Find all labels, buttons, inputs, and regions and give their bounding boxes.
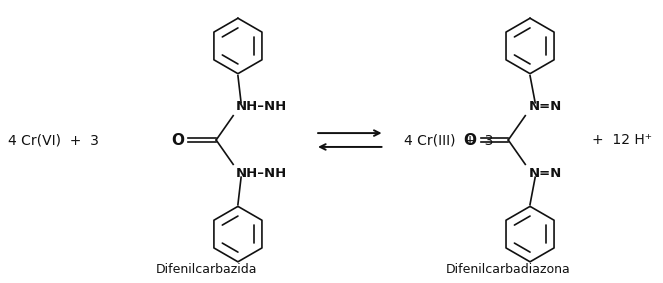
Text: O: O: [172, 132, 184, 147]
Text: Difenilcarbazida: Difenilcarbazida: [156, 263, 257, 276]
Text: +  12 H⁺: + 12 H⁺: [592, 133, 652, 147]
Text: N=N: N=N: [528, 167, 562, 180]
Text: O: O: [463, 132, 477, 147]
Text: NH–NH: NH–NH: [236, 167, 287, 180]
Text: NH–NH: NH–NH: [236, 100, 287, 113]
Text: N=N: N=N: [528, 100, 562, 113]
Text: Difenilcarbadiazona: Difenilcarbadiazona: [446, 263, 571, 276]
Text: 4 Cr(VI)  +  3: 4 Cr(VI) + 3: [8, 133, 99, 147]
Text: 4 Cr(III)  +  3: 4 Cr(III) + 3: [404, 133, 494, 147]
